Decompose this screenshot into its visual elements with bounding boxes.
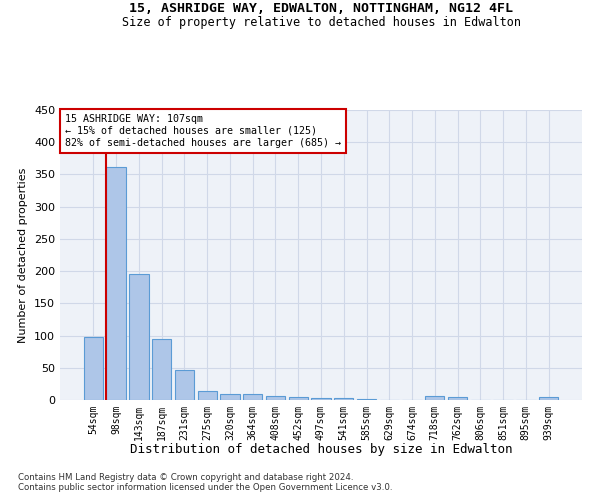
Y-axis label: Number of detached properties: Number of detached properties [19, 168, 28, 342]
Text: Contains HM Land Registry data © Crown copyright and database right 2024.: Contains HM Land Registry data © Crown c… [18, 472, 353, 482]
Bar [289, 397, 308, 400]
Bar [175, 370, 194, 400]
Bar [106, 166, 126, 400]
Bar [334, 398, 353, 400]
Bar [311, 398, 331, 400]
Bar [197, 391, 217, 400]
Bar [152, 339, 172, 400]
Bar [539, 398, 558, 400]
Text: Size of property relative to detached houses in Edwalton: Size of property relative to detached ho… [121, 16, 521, 29]
Text: Contains public sector information licensed under the Open Government Licence v3: Contains public sector information licen… [18, 484, 392, 492]
Bar [129, 274, 149, 400]
Text: 15 ASHRIDGE WAY: 107sqm
← 15% of detached houses are smaller (125)
82% of semi-d: 15 ASHRIDGE WAY: 107sqm ← 15% of detache… [65, 114, 341, 148]
Text: 15, ASHRIDGE WAY, EDWALTON, NOTTINGHAM, NG12 4FL: 15, ASHRIDGE WAY, EDWALTON, NOTTINGHAM, … [129, 2, 513, 16]
Bar [243, 394, 262, 400]
Bar [448, 397, 467, 400]
Bar [425, 396, 445, 400]
Bar [84, 338, 103, 400]
Bar [266, 396, 285, 400]
Bar [220, 394, 239, 400]
Text: Distribution of detached houses by size in Edwalton: Distribution of detached houses by size … [130, 442, 512, 456]
